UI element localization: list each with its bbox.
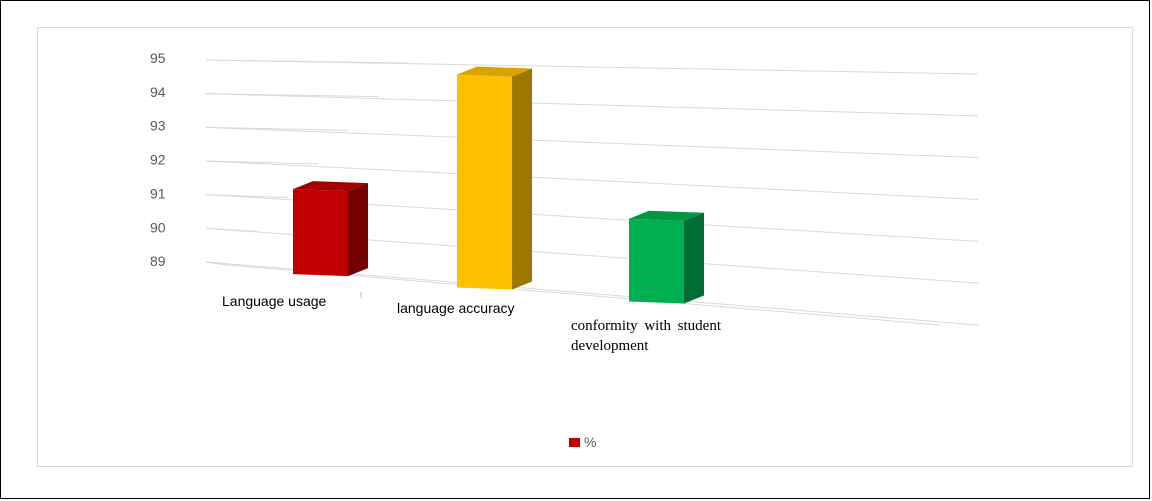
legend: % [569,434,596,450]
bar-side-face [684,212,704,304]
y-tick-label: 93 [150,118,166,134]
side-wall-gridline [205,93,379,98]
category-label-language-accuracy: language accuracy [397,300,515,316]
side-wall-gridline [205,227,258,232]
side-wall-gridline [205,59,409,64]
y-tick-label: 91 [150,185,166,201]
side-wall-gridline [205,160,318,165]
y-tick-label: 95 [150,50,166,66]
bar-top-face [629,210,704,221]
y-tick-label: 90 [150,219,166,235]
bar-front-face [457,74,512,290]
bar-top-face [457,66,532,77]
gridline [205,160,979,200]
bar-top-face [293,181,368,192]
side-wall-gridline [205,194,288,199]
bar-side-face [512,68,532,290]
y-tick-label: 94 [150,84,166,100]
side-wall-gridline [205,126,349,131]
bar-front-face [629,218,684,304]
legend-swatch [569,437,580,447]
bar-front-face [293,189,348,277]
gridline [205,93,979,117]
y-tick-label: 92 [150,152,166,168]
chart-area [37,27,1133,467]
category-label-conformity: conformity with student development [571,318,721,354]
category-label-language-usage: Language usage [222,293,327,309]
floor-left-edge [205,261,228,266]
gridline [205,126,979,159]
y-tick-label: 89 [150,253,166,269]
legend-label: % [584,434,597,450]
bar-side-face [348,183,368,277]
